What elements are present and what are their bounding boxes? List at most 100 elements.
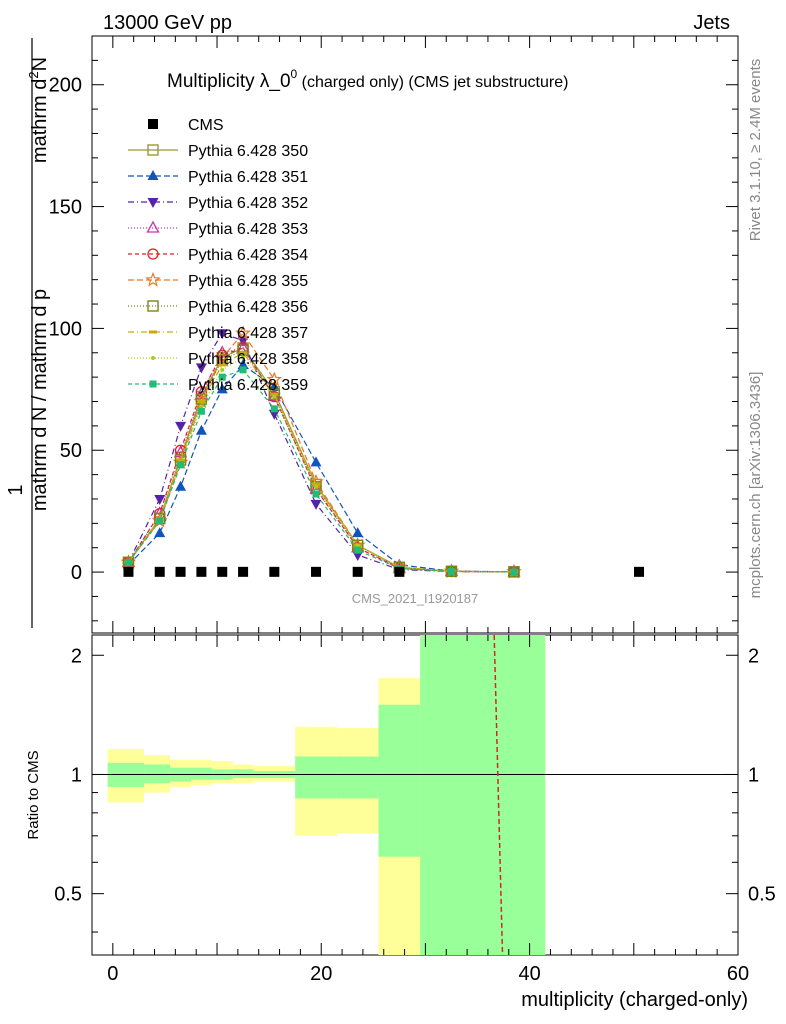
cms-point-8 [352, 566, 363, 577]
legend-marker-1 [147, 170, 159, 180]
series-8-point-5 [241, 355, 246, 360]
legend-marker-9 [149, 380, 157, 388]
cms-point-0 [123, 566, 134, 577]
legend-label-7: Pythia 6.428 357 [188, 325, 308, 342]
legend-marker-6 [147, 300, 159, 312]
legend-marker-2 [147, 198, 159, 208]
series-1-point-2 [175, 480, 187, 491]
ratio-ytick-label-right: 1 [748, 764, 759, 786]
axes: 0 50 100 150 200 0 20 40 60 0.5 0.5 1 1 2 2 [49, 35, 776, 985]
ratio-ytick-label-right: 0.5 [748, 884, 776, 906]
ratio-ytick-label-left: 2 [71, 645, 82, 667]
series-9-point-3 [197, 407, 205, 415]
main-ytick-label: 0 [71, 562, 82, 584]
legend-marker-4 [147, 248, 159, 260]
ratio-band-inner-8 [336, 756, 379, 799]
legend-label-cms: CMS [188, 117, 224, 134]
series-5-point-5 [235, 325, 251, 340]
title-main: Multiplicity λ_0 [167, 71, 291, 92]
series-9-point-5 [239, 366, 247, 374]
series-8-point-7 [314, 484, 319, 489]
series-5-point-6 [266, 371, 283, 387]
ylabel-numerator: mathrm d2N [26, 57, 51, 163]
legend-label-2: Pythia 6.428 352 [188, 195, 308, 212]
title-sup: 0 [291, 67, 298, 81]
cms-point-3 [196, 566, 207, 577]
cms-point-1 [154, 566, 165, 577]
series-7-point-5 [239, 351, 248, 355]
main-ylabel: 1 mathrm d N / mathrm d p mathrm d2N [5, 38, 51, 628]
series-8-point-3 [199, 404, 204, 409]
series-2-point-4 [216, 329, 228, 340]
ratio-xlabel: multiplicity (charged-only) [521, 989, 748, 1011]
series-1-point-6 [268, 380, 280, 391]
ylabel-denominator: mathrm d N / mathrm d p [29, 289, 51, 511]
main-title: Multiplicity λ_00 (charged only) (CMS je… [167, 67, 568, 92]
ratio-series-line [493, 634, 504, 956]
ratio-xtick-label: 20 [310, 963, 332, 985]
ratio-band-inner-1 [144, 764, 171, 784]
legend-label-4: Pythia 6.428 354 [188, 247, 308, 264]
series-8-point-4 [220, 367, 225, 372]
series-9-point-0 [124, 558, 132, 566]
ratio-band-inner-10 [420, 635, 546, 955]
ratio-band-inner-5 [232, 769, 254, 778]
legend-label-9: Pythia 6.428 359 [188, 377, 308, 394]
cms-point-6 [269, 566, 280, 577]
cms-point-5 [238, 566, 249, 577]
watermark: CMS_2021_I1920187 [352, 591, 479, 606]
series-1-point-1 [154, 527, 166, 538]
series-6-point-5 [237, 344, 249, 357]
main-plot-area [120, 325, 645, 579]
cms-point-2 [175, 566, 186, 577]
legend-label-3: Pythia 6.428 353 [188, 221, 308, 238]
legend-marker-7 [149, 330, 157, 334]
series-1-point-3 [195, 424, 207, 435]
ratio-ytick-label-left: 1 [71, 764, 82, 786]
series-9-point-10 [447, 567, 455, 575]
series-2-point-7 [310, 499, 322, 510]
ratio-band-inner-7 [295, 756, 337, 799]
header-left: 13000 GeV pp [103, 12, 232, 34]
series-9-point-11 [510, 568, 518, 576]
main-panel-frame [91, 35, 739, 634]
series-line-1 [128, 364, 515, 573]
series-1-point-8 [352, 527, 364, 538]
side-rivet-label: Rivet 3.1.10, ≥ 2.4M events [747, 59, 764, 242]
legend: CMS Pythia 6.428 350 Pythia 6.428 351 Pythi… [128, 117, 308, 394]
series-7-point-6 [270, 392, 279, 396]
cms-point-4 [217, 566, 228, 577]
side-site-label: mcplots.cern.ch [arXiv:1306.3436] [747, 372, 764, 599]
legend-marker-5 [145, 271, 161, 287]
ratio-band-inner-9 [378, 704, 421, 857]
legend-label-5: Pythia 6.428 355 [188, 273, 308, 290]
header-right: Jets [693, 12, 730, 34]
series-6-point-6 [268, 388, 281, 400]
series-1-point-4 [216, 383, 228, 394]
main-ytick-label: 150 [49, 197, 82, 219]
legend-marker-8 [151, 356, 155, 360]
series-line-7 [128, 352, 515, 573]
series-7-point-7 [312, 482, 321, 486]
ylabel-one: 1 [5, 484, 27, 495]
ratio-ytick-label-left: 0.5 [54, 884, 82, 906]
series-1-point-7 [310, 456, 322, 467]
legend-label-1: Pythia 6.428 351 [188, 169, 308, 186]
ratio-band-inner-3 [190, 767, 212, 780]
series-2-point-3 [195, 363, 207, 374]
series-9-point-8 [354, 546, 362, 554]
series-7-point-3 [197, 400, 206, 404]
series-9-point-1 [156, 517, 164, 525]
ratio-ylabel: Ratio to CMS [25, 750, 42, 839]
series-line-5 [128, 332, 515, 573]
series-6-point-3 [195, 393, 208, 405]
series-line-9 [128, 369, 515, 573]
series-9-point-6 [270, 405, 278, 413]
series-8-point-6 [272, 394, 277, 399]
ratio-plot-area [92, 634, 738, 956]
legend-marker-3 [146, 220, 160, 233]
legend-label-6: Pythia 6.428 356 [188, 299, 308, 316]
main-ytick-label: 100 [49, 318, 82, 340]
cms-point-9 [394, 566, 405, 577]
